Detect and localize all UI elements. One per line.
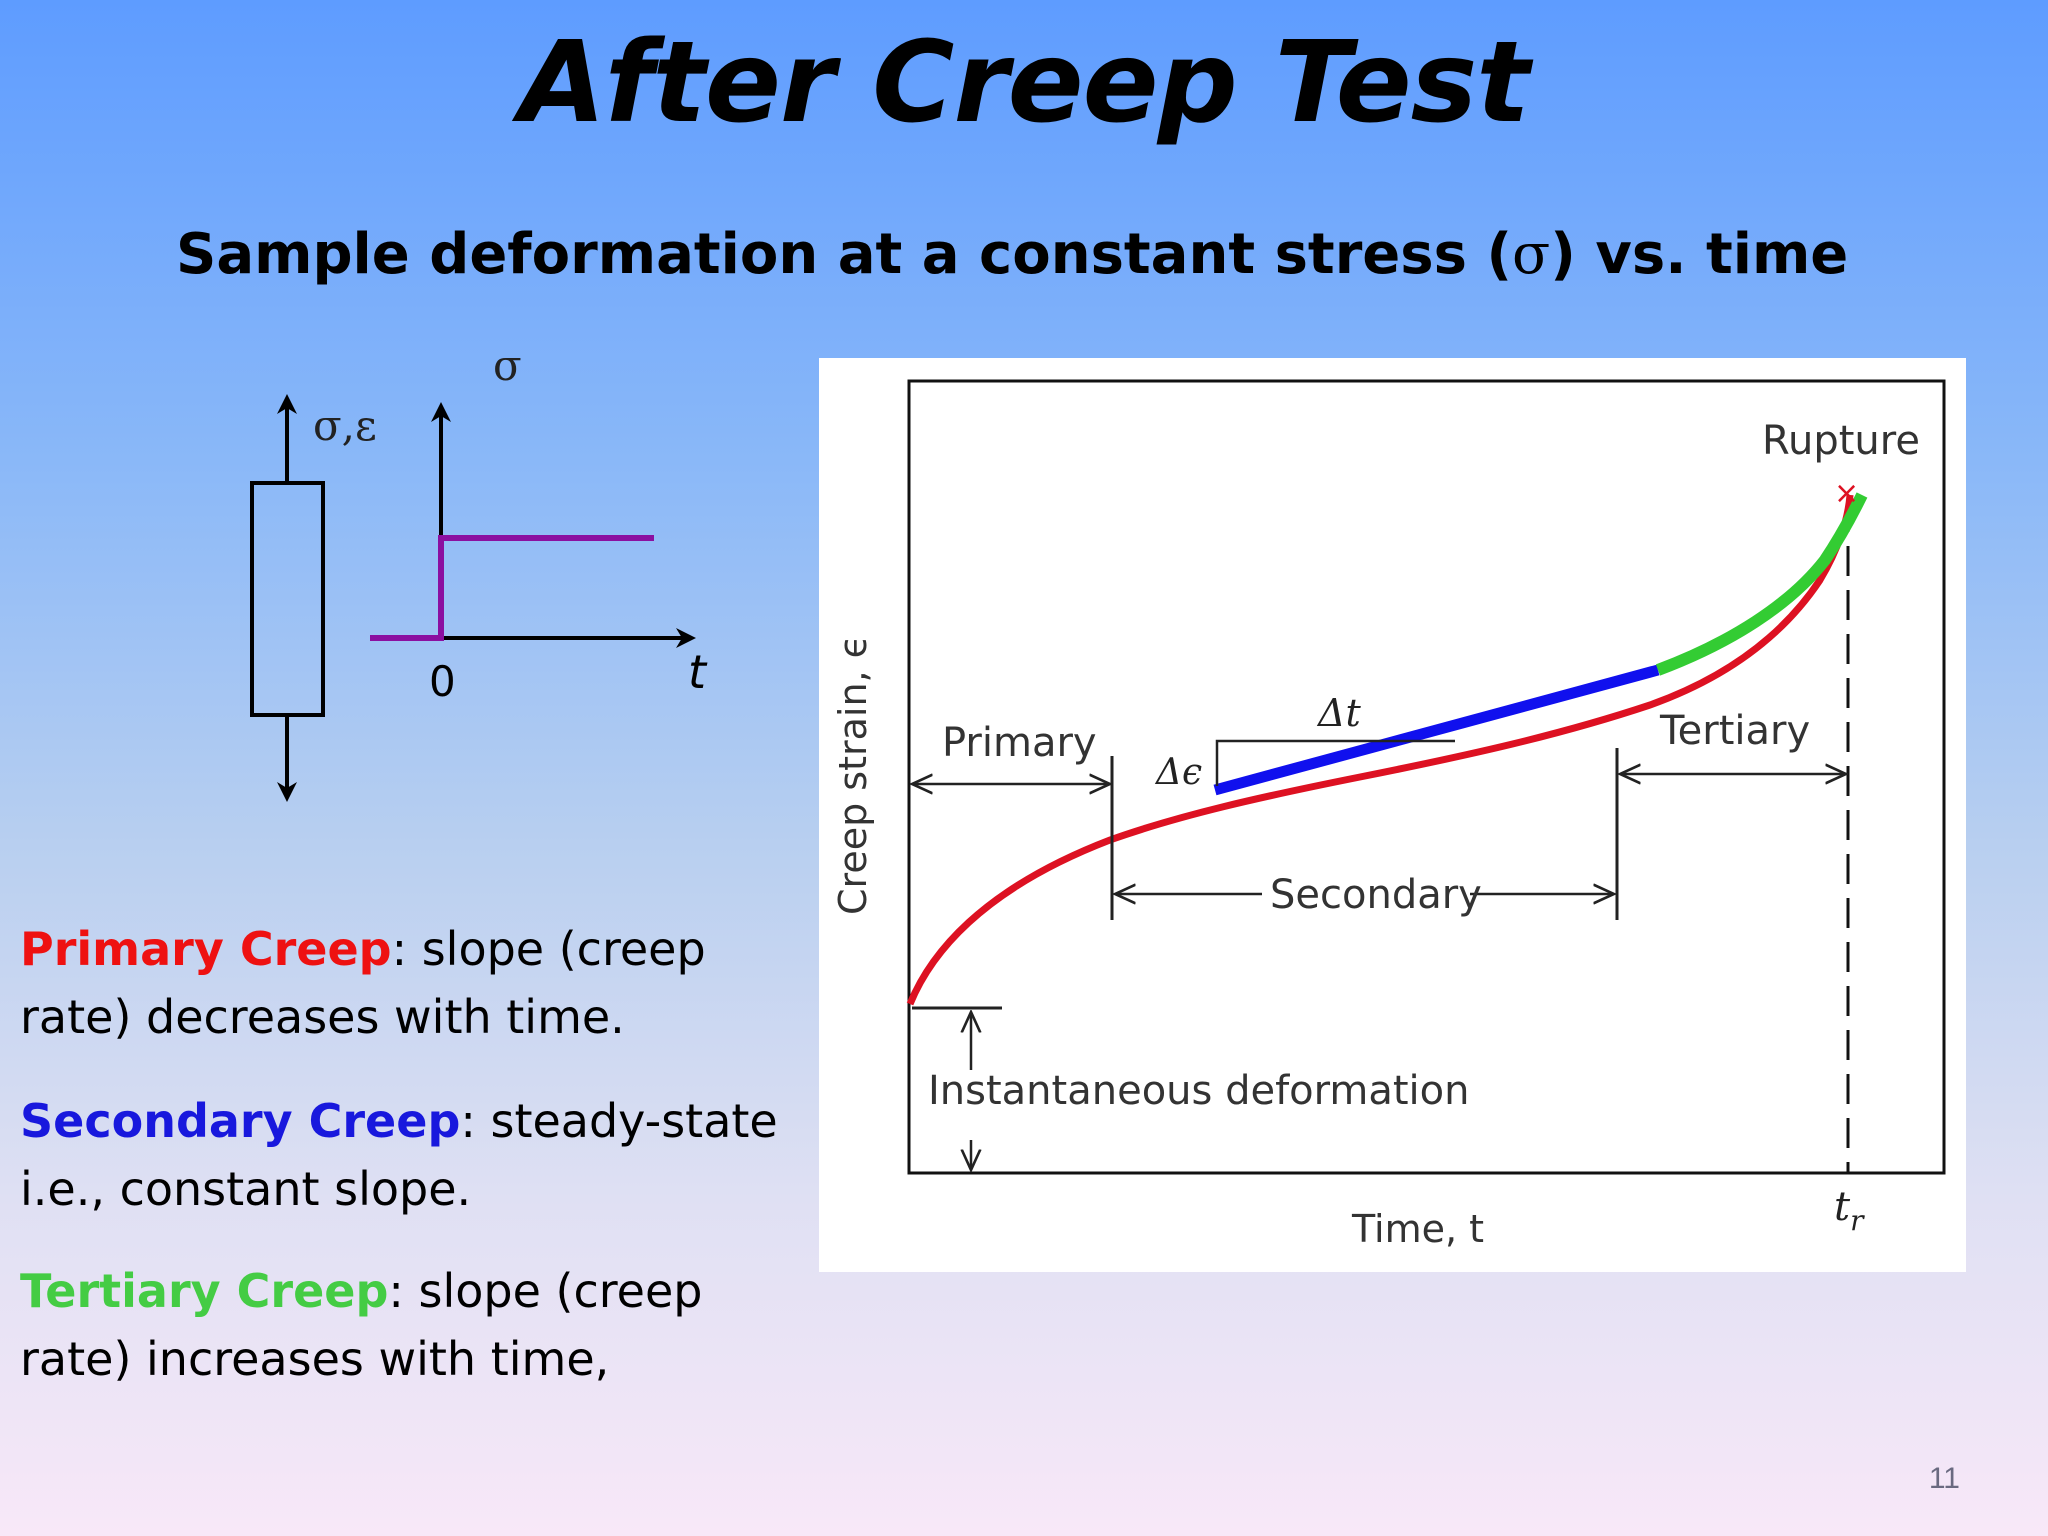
subtitle-suffix: ) vs. time: [1550, 222, 1849, 287]
specimen-axis-label: σ,ε: [313, 401, 377, 450]
figure-background: [819, 358, 1966, 1272]
tertiary-creep-term: Tertiary Creep: [20, 1264, 389, 1318]
rupture-label: Rupture: [1762, 418, 1920, 464]
secondary-creep-text: : steady-state i.e., constant slope.: [20, 1094, 778, 1216]
secondary-creep-term: Secondary Creep: [20, 1094, 461, 1148]
page-number: 11: [1928, 1462, 1960, 1495]
tertiary-creep-description: Tertiary Creep: slope (creep rate) incre…: [20, 1257, 810, 1393]
specimen-rectangle: [250, 481, 325, 717]
secondary-highlight-line: [1213, 664, 1660, 796]
tertiary-highlight-curve: [1655, 492, 1868, 676]
slope-triangle: [1215, 739, 1455, 786]
stress-axis-label: σ: [493, 341, 522, 390]
creep-curve: [906, 494, 1854, 1006]
primary-creep-text: : slope (creep rate) decreases with time…: [20, 922, 706, 1044]
instantaneous-label: Instantaneous deformation: [928, 1068, 1469, 1114]
subtitle-prefix: Sample deformation at a constant stress …: [176, 222, 1513, 287]
slide-subtitle: Sample deformation at a constant stress …: [176, 222, 1848, 287]
step-stress-line: [370, 535, 654, 641]
primary-label: Primary: [942, 720, 1097, 766]
rupture-time-main: t: [1834, 1184, 1851, 1230]
rupture-marker-icon: ×: [1834, 476, 1859, 511]
delta-epsilon-label: Δϵ: [1154, 752, 1202, 793]
tertiary-creep-text: : slope (creep rate) increases with time…: [20, 1264, 703, 1386]
time-label: t: [688, 645, 708, 699]
secondary-label: Secondary: [1270, 872, 1482, 918]
rupture-time-subscript: r: [1850, 1204, 1865, 1237]
x-axis-label: Time, t: [1351, 1207, 1484, 1251]
tertiary-label: Tertiary: [1659, 708, 1810, 754]
secondary-creep-description: Secondary Creep: steady-state i.e., cons…: [20, 1087, 810, 1223]
origin-label: 0: [429, 657, 456, 706]
slide-title: After Creep Test: [519, 18, 1530, 148]
primary-creep-description: Primary Creep: slope (creep rate) decrea…: [20, 915, 810, 1051]
rupture-time-label: tr: [1834, 1184, 1865, 1237]
delta-t-label: Δt: [1316, 691, 1361, 735]
plot-frame: [907, 379, 1946, 1175]
y-axis-label: Creep strain, ϵ: [831, 635, 875, 915]
subtitle-sigma-symbol: σ: [1512, 222, 1551, 287]
primary-creep-term: Primary Creep: [20, 922, 392, 976]
